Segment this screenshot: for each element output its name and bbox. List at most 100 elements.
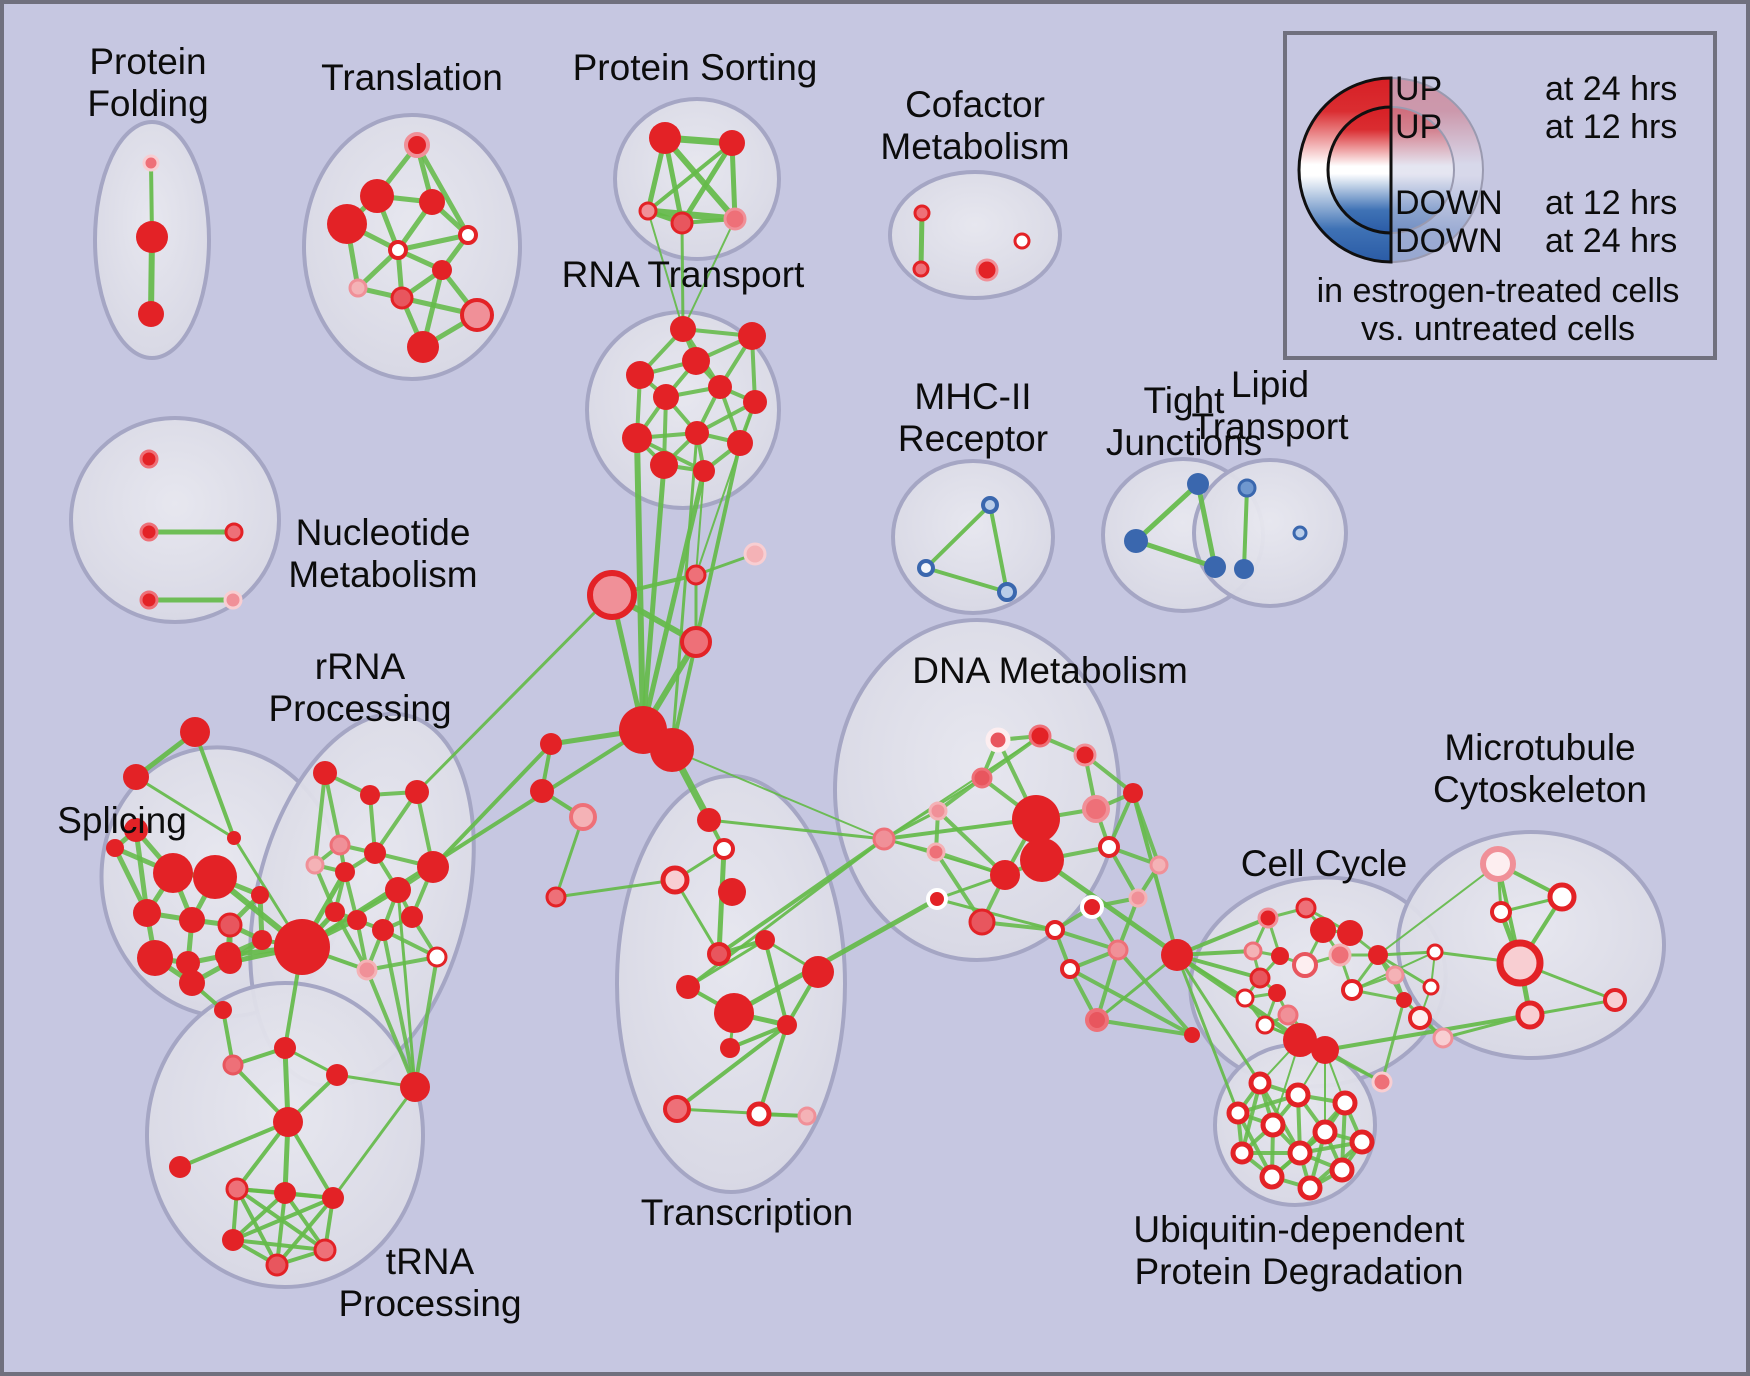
node-cc14 xyxy=(1277,1004,1299,1026)
node-bigCC xyxy=(1161,939,1193,971)
edge-mt8-mt9 xyxy=(1441,1013,1532,1040)
edge-tx10-tx13 xyxy=(757,1023,789,1116)
edge-bigCC-cc1 xyxy=(1175,916,1270,957)
node-cc6 xyxy=(1271,947,1289,965)
edge-tj1-tj3 xyxy=(1195,481,1218,570)
legend-down12-time: at 12 hrs xyxy=(1545,184,1677,222)
node-cc20 xyxy=(1371,1071,1393,1093)
node-tx3 xyxy=(660,865,690,895)
node-rt5 xyxy=(708,375,732,399)
node-rr7 xyxy=(364,842,386,864)
node-dm16 xyxy=(1123,783,1143,803)
cluster-label-tx: Transcription xyxy=(641,1192,853,1233)
cluster-label-cc: Cell Cycle xyxy=(1241,843,1408,884)
edge-tn9-tn10 xyxy=(231,1196,335,1242)
node-sp13 xyxy=(218,950,242,974)
node-dm20 xyxy=(1085,1008,1109,1032)
node-dm4 xyxy=(971,767,993,789)
edge-tj1-tj2 xyxy=(1133,481,1201,544)
node-dm6 xyxy=(926,842,946,862)
node-ub1 xyxy=(1248,1071,1272,1095)
cluster-label-ub: Ubiquitin-dependent Protein Degradation xyxy=(1133,1209,1465,1292)
node-lp3 xyxy=(1292,525,1308,541)
node-rt12 xyxy=(693,460,715,482)
node-rr1 xyxy=(313,761,337,785)
node-mt1 xyxy=(1480,846,1516,882)
legend-up12-time: at 12 hrs xyxy=(1545,108,1677,146)
node-rr2 xyxy=(360,785,380,805)
node-cc1 xyxy=(1257,907,1279,929)
node-tx11 xyxy=(720,1038,740,1058)
node-ub5 xyxy=(1260,1112,1286,1138)
node-rr10 xyxy=(325,902,345,922)
node-rr15 xyxy=(356,959,378,981)
edge-fc1-ch8 xyxy=(554,815,585,899)
node-fg2 xyxy=(123,764,149,790)
node-sp5 xyxy=(217,912,243,938)
edge-rr16-rr9 xyxy=(396,888,417,1089)
edge-lp1-lp2 xyxy=(1242,486,1249,571)
node-tr4 xyxy=(419,189,445,215)
cluster-label-dm: DNA Metabolism xyxy=(912,650,1188,691)
edge-dc1-dm2 xyxy=(883,735,1041,840)
node-dc2 xyxy=(926,888,948,910)
edge-bigCC-dm20 xyxy=(1095,953,1179,1022)
node-ub10 xyxy=(1259,1164,1285,1190)
edge-tn8-tn11 xyxy=(283,1191,327,1252)
edge-tn10-tn11 xyxy=(231,1238,327,1252)
edge-tx9-dc2 xyxy=(731,896,940,1016)
node-pf3 xyxy=(138,301,164,327)
node-cc15 xyxy=(1283,1023,1317,1057)
node-ch8 xyxy=(569,803,597,831)
edge-ps3-rt1 xyxy=(647,210,684,330)
node-rt7 xyxy=(743,390,767,414)
node-tx1 xyxy=(697,808,721,832)
cluster-ellipse-nm xyxy=(69,416,281,624)
node-tr1 xyxy=(404,132,430,158)
inner-right-half xyxy=(1390,105,1455,235)
node-cc17 xyxy=(1341,979,1363,1001)
cluster-ellipse-mh xyxy=(891,459,1055,615)
cluster-label-mh: MHC-II Receptor xyxy=(898,376,1048,459)
node-rr13 xyxy=(401,906,423,928)
node-ub6 xyxy=(1312,1119,1338,1145)
edge-dm13-dm15 xyxy=(1053,928,1120,952)
edge-fg2-fg3 xyxy=(134,775,236,840)
node-dm8 xyxy=(1020,838,1064,882)
edge-mh2-mh3 xyxy=(924,566,1009,594)
node-dm1 xyxy=(985,727,1011,753)
node-ub11 xyxy=(1329,1157,1355,1183)
node-tn5 xyxy=(273,1107,303,1137)
cluster-label-nm: Nucleotide Metabolism xyxy=(288,512,477,595)
node-rr16 xyxy=(400,1072,430,1102)
edge-ps2-ps3 xyxy=(646,141,734,213)
edge-tx10-tx11 xyxy=(728,1023,789,1050)
edge-mh1-mh2 xyxy=(924,503,992,570)
edge-dm20-dm15 xyxy=(1095,948,1120,1022)
edge-dc1-dm9 xyxy=(883,838,1006,876)
node-dm18 xyxy=(1128,888,1148,908)
node-tr5 xyxy=(388,240,408,260)
node-dm14 xyxy=(1080,895,1104,919)
cluster-label-cf: Cofactor Metabolism xyxy=(880,84,1069,167)
node-hub2 xyxy=(650,728,694,772)
node-mt2 xyxy=(1547,882,1577,912)
inner-left-half xyxy=(1326,105,1393,235)
node-tx10 xyxy=(777,1015,797,1035)
node-mt7 xyxy=(1408,1006,1432,1030)
node-ch3 xyxy=(587,570,637,620)
edge-bigCC-dm8 xyxy=(1039,857,1180,958)
node-dc1 xyxy=(872,827,896,851)
node-tx5 xyxy=(707,942,731,966)
node-ch5 xyxy=(540,733,562,755)
node-tn4 xyxy=(326,1064,348,1086)
node-ps5 xyxy=(723,207,747,231)
updown-gradient-glyph xyxy=(1297,76,1484,264)
node-tn2 xyxy=(222,1054,244,1076)
edge-rt10-hub2 xyxy=(670,441,742,752)
cluster-label-tn: tRNA Processing xyxy=(338,1241,521,1324)
cluster-label-ps: Protein Sorting xyxy=(573,47,818,88)
node-dm12 xyxy=(968,908,996,936)
